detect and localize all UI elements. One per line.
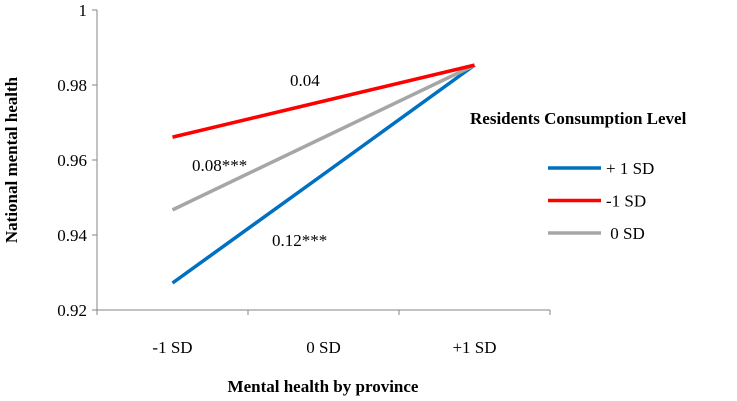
legend-title: Residents Consumption Level xyxy=(470,109,687,128)
legend-label: + 1 SD xyxy=(606,159,654,178)
series-line-0 xyxy=(171,63,476,285)
x-axis-label: Mental health by province xyxy=(228,377,419,396)
annotation-label: 0.08*** xyxy=(192,156,247,175)
series-line-2 xyxy=(171,63,476,212)
y-tick-label: 1 xyxy=(79,1,88,20)
series-line-1 xyxy=(172,63,475,139)
x-tick-label: 0 SD xyxy=(306,338,340,357)
y-tick-label: 0.94 xyxy=(57,226,87,245)
x-tick-label: +1 SD xyxy=(452,338,496,357)
annotation-label: 0.12*** xyxy=(272,231,327,250)
legend-label: -1 SD xyxy=(606,192,646,211)
legend-label: 0 SD xyxy=(606,224,645,243)
y-tick-label: 0.96 xyxy=(57,151,87,170)
y-axis-label: National mental health xyxy=(2,76,21,243)
annotation-label: 0.04 xyxy=(290,71,320,90)
y-tick-label: 0.92 xyxy=(57,301,87,320)
y-tick-label: 0.98 xyxy=(57,76,87,95)
x-tick-label: -1 SD xyxy=(152,338,192,357)
